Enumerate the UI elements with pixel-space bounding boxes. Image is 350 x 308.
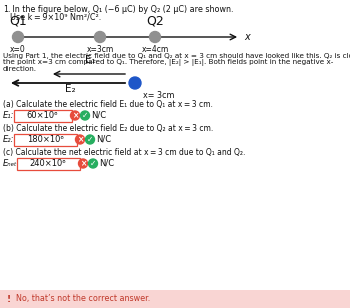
- Text: ×: ×: [77, 135, 83, 144]
- Text: Q2: Q2: [146, 14, 164, 27]
- Text: x: x: [244, 32, 250, 42]
- Text: No, that’s not the correct answer.: No, that’s not the correct answer.: [16, 294, 150, 303]
- Text: Q1: Q1: [9, 14, 27, 27]
- Text: 240×10⁶: 240×10⁶: [30, 159, 66, 168]
- Text: ×: ×: [80, 159, 86, 168]
- Text: ×: ×: [72, 111, 78, 120]
- Text: the point x=3 cm compared to Q₁. Therefore, |E₂| > |E₁|. Both fields point in th: the point x=3 cm compared to Q₁. Therefo…: [3, 59, 333, 67]
- Text: (b) Calculate the electric field E₂ due to Q₂ at x = 3 cm.: (b) Calculate the electric field E₂ due …: [3, 124, 213, 133]
- Text: x= 3cm: x= 3cm: [143, 91, 175, 100]
- Circle shape: [129, 77, 141, 89]
- Text: E₁:: E₁:: [3, 111, 14, 120]
- Text: ✓: ✓: [90, 159, 96, 168]
- Text: x=0: x=0: [10, 45, 26, 54]
- Text: N/C: N/C: [99, 159, 114, 168]
- Circle shape: [94, 31, 105, 43]
- Text: In the figure below, Q₁ (−6 μC) by Q₂ (2 μC) are shown.: In the figure below, Q₁ (−6 μC) by Q₂ (2…: [10, 5, 233, 14]
- Circle shape: [85, 135, 94, 144]
- Text: 1.: 1.: [3, 5, 10, 14]
- Text: direction.: direction.: [3, 66, 37, 72]
- Circle shape: [76, 135, 84, 144]
- Text: !: !: [7, 294, 11, 303]
- Text: (a) Calculate the electric field E₁ due to Q₁ at x = 3 cm.: (a) Calculate the electric field E₁ due …: [3, 100, 213, 109]
- Text: 60×10⁶: 60×10⁶: [26, 111, 58, 120]
- Text: ✓: ✓: [87, 135, 93, 144]
- FancyBboxPatch shape: [0, 290, 350, 308]
- Circle shape: [70, 111, 79, 120]
- Text: 180×10⁶: 180×10⁶: [27, 135, 63, 144]
- Circle shape: [80, 111, 90, 120]
- Text: Eₙₑₜ:: Eₙₑₜ:: [3, 159, 21, 168]
- Circle shape: [89, 159, 98, 168]
- Text: N/C: N/C: [96, 135, 111, 144]
- Text: N/C: N/C: [91, 111, 106, 120]
- Text: E₂:: E₂:: [3, 135, 14, 144]
- Circle shape: [78, 159, 88, 168]
- Text: E₁: E₁: [85, 55, 95, 65]
- FancyBboxPatch shape: [14, 110, 71, 121]
- FancyBboxPatch shape: [14, 133, 77, 145]
- Circle shape: [149, 31, 161, 43]
- Text: x=3cm: x=3cm: [86, 45, 114, 54]
- Text: (c) Calculate the net electric field at x = 3 cm due to Q₁ and Q₂.: (c) Calculate the net electric field at …: [3, 148, 245, 157]
- Text: Use k = 9×10⁹ Nm²/C².: Use k = 9×10⁹ Nm²/C².: [10, 12, 101, 21]
- Circle shape: [13, 31, 23, 43]
- FancyBboxPatch shape: [16, 157, 79, 169]
- Text: Using Part 1, the electric field due to Q₁ and Q₂ at x = 3 cm should have looked: Using Part 1, the electric field due to …: [3, 53, 350, 59]
- Text: x=4cm: x=4cm: [141, 45, 169, 54]
- Text: ✓: ✓: [82, 111, 88, 120]
- Text: E₂: E₂: [65, 84, 75, 94]
